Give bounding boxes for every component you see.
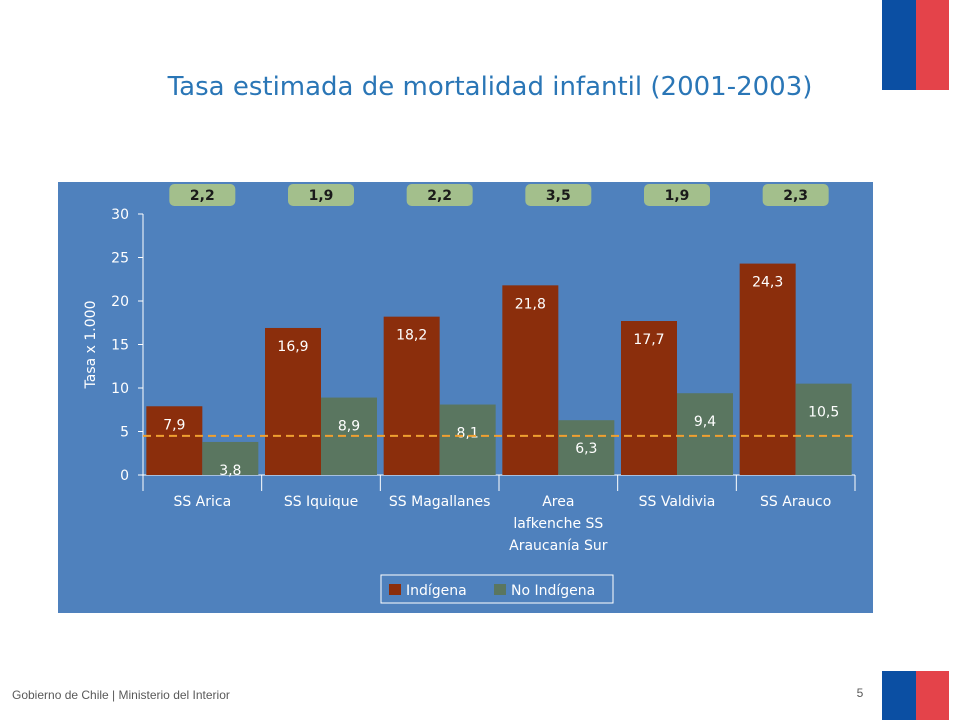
bar-value-label: 18,2: [396, 328, 427, 344]
mortality-chart: 0 5 10 15 20 25 30 Tasa x 1.000 7,9 3,8 2,2 SS Aric…: [83, 184, 856, 604]
ratio-badge: [644, 184, 710, 206]
bar-no-indigena: [677, 393, 733, 475]
flag-red-band: [916, 671, 949, 720]
bar-value-label: 7,9: [163, 417, 185, 433]
legend-label-indigena: Indígena: [406, 583, 467, 599]
bar-no-indigena: [558, 420, 615, 475]
flag-blue-band: [882, 0, 916, 90]
bar-value-label: 9,4: [694, 414, 716, 430]
y-tick-label: 0: [120, 468, 129, 484]
flag-red-band: [916, 0, 949, 90]
ratio-badge-label: 3,5: [546, 188, 571, 204]
flag-top-decoration: [882, 0, 949, 90]
bar-indigena: [621, 321, 677, 475]
bar-value-label: 3,8: [219, 463, 241, 479]
bar-indigena: [265, 327, 321, 475]
x-category-label: SS Arauco: [760, 494, 831, 510]
ratio-badge-label: 2,2: [427, 188, 452, 204]
bar-indigena: [739, 263, 796, 475]
x-category-label: Araucanía Sur: [509, 538, 608, 554]
slide-title: Tasa estimada de mortalidad infantil (20…: [167, 72, 813, 102]
bar-no-indigena: [795, 383, 852, 475]
x-category-label: SS Magallanes: [389, 494, 491, 510]
chart-background: [58, 182, 873, 613]
ratio-badge: [525, 184, 592, 206]
flag-bottom-decoration: [882, 671, 949, 720]
x-category-label: SS Valdivia: [639, 494, 716, 510]
y-tick-label: 5: [120, 425, 129, 441]
ratio-badge-label: 1,9: [665, 188, 690, 204]
ratio-badge: [169, 184, 236, 206]
legend-swatch-no-indigena: [494, 584, 506, 595]
bar-value-label: 6,3: [575, 441, 597, 457]
y-tick-label: 20: [111, 294, 129, 310]
bar-value-label: 8,1: [457, 426, 479, 442]
bar-value-label: 17,7: [633, 332, 664, 348]
legend-swatch-indigena: [389, 584, 401, 595]
legend-label-no-indigena: No Indígena: [511, 583, 595, 599]
ratio-badge-label: 2,3: [783, 188, 808, 204]
x-category-label: lafkenche SS: [513, 516, 603, 532]
ratio-badge: [288, 184, 354, 206]
ratio-badge: [762, 184, 829, 206]
x-category-label: SS Iquique: [284, 494, 358, 510]
ratio-badge-label: 2,2: [190, 188, 215, 204]
bar-no-indigena: [439, 404, 496, 475]
footer-text: Gobierno de Chile | Ministerio del Inter…: [12, 688, 230, 702]
bar-indigena: [502, 285, 559, 475]
y-tick-label: 15: [111, 338, 129, 354]
bar-value-label: 10,5: [808, 405, 839, 421]
bar-indigena: [146, 406, 203, 475]
x-category-label: SS Arica: [173, 494, 231, 510]
bar-value-label: 21,8: [515, 296, 546, 312]
y-axis-title: Tasa x 1.000: [83, 301, 99, 390]
bar-no-indigena: [202, 441, 259, 475]
bar-value-label: 8,9: [338, 419, 360, 435]
ratio-badge: [406, 184, 473, 206]
bar-value-label: 16,9: [277, 339, 308, 355]
flag-blue-band: [882, 671, 916, 720]
ratio-badge-label: 1,9: [309, 188, 334, 204]
y-tick-label: 25: [111, 251, 129, 267]
bar-value-label: 24,3: [752, 275, 783, 291]
y-tick-label: 10: [111, 381, 129, 397]
y-tick-label: 30: [111, 207, 129, 223]
page-number: 5: [856, 686, 864, 700]
legend-box: [380, 574, 614, 604]
x-category-label: Area: [542, 494, 574, 510]
bar-indigena: [383, 316, 440, 475]
